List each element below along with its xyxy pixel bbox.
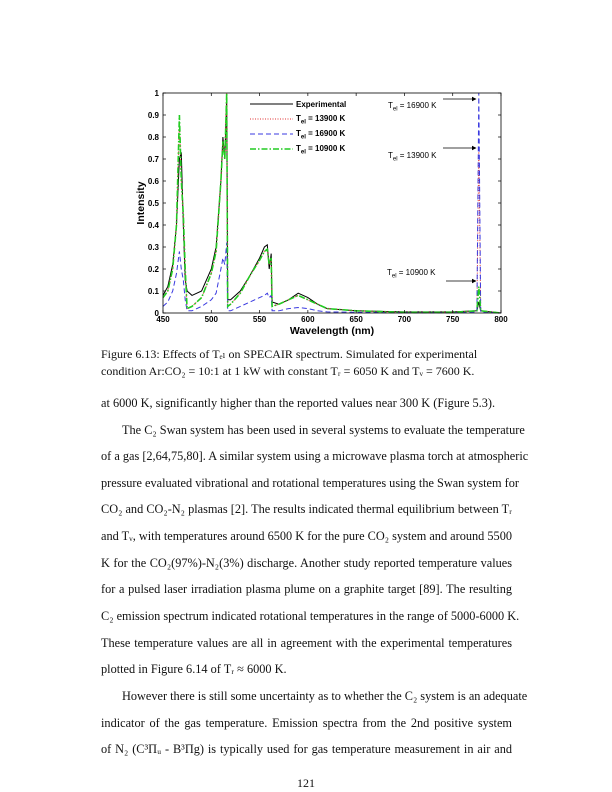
y-tick-label: 1 (155, 89, 160, 98)
body-line: K for the CO₂(97%)-N₂(3%) discharge. Ano… (101, 556, 512, 570)
body-line: CO₂ and CO₂-N₂ plasmas [2]. The results … (101, 502, 512, 516)
x-tick-label: 700 (398, 315, 412, 324)
y-tick-label: 0.5 (148, 199, 160, 208)
legend-label: Experimental (296, 100, 346, 109)
y-tick-label: 0.4 (148, 221, 160, 230)
x-tick-label: 600 (301, 315, 315, 324)
y-tick-label: 0.9 (148, 111, 160, 120)
body-line: The C₂ Swan system has been used in seve… (122, 423, 525, 437)
annotation-label: Tel = 13900 K (388, 151, 437, 163)
y-tick-label: 0.3 (148, 243, 160, 252)
x-tick-label: 500 (205, 315, 219, 324)
figure-caption-line: Figure 6.13: Effects of Tₑₗ on SPECAIR s… (101, 347, 478, 361)
figure-caption-line: condition Ar:CO₂ = 10:1 at 1 kW with con… (101, 364, 475, 378)
y-tick-label: 0.1 (148, 287, 160, 296)
body-line: and Tᵥ, with temperatures around 6500 K … (101, 529, 512, 543)
y-tick-label: 0 (155, 309, 160, 318)
body-line: pressure evaluated vibrational and rotat… (101, 476, 519, 490)
x-tick-label: 650 (349, 315, 363, 324)
body-line: These temperature values are all in agre… (101, 636, 512, 650)
body-line: of a gas [2,64,75,80]. A similar system … (101, 449, 529, 463)
x-tick-label: 800 (494, 315, 508, 324)
legend-label: Tel = 13900 K (296, 114, 345, 126)
series-line-13900k (162, 92, 502, 314)
y-tick-label: 0.6 (148, 177, 160, 186)
y-tick-label: 0.8 (148, 133, 160, 142)
y-tick-label: 0.7 (148, 155, 160, 164)
body-line: plotted in Figure 6.14 of Tᵣ ≈ 6000 K. (101, 662, 287, 676)
x-tick-label: 750 (446, 315, 460, 324)
y-tick-label: 0.2 (148, 265, 160, 274)
plot-frame (162, 92, 502, 314)
x-tick-label: 550 (253, 315, 267, 324)
legend-label: Tel = 16900 K (296, 129, 345, 141)
page-number: 121 (297, 776, 315, 790)
series-line-10900k (162, 92, 502, 314)
x-tick-label: 450 (156, 315, 170, 324)
annotation-label: Tel = 16900 K (388, 101, 437, 113)
body-line: for a pulsed laser irradiation plasma pl… (101, 582, 512, 596)
body-line: However there is still some uncertainty … (122, 689, 528, 703)
annotation-label: Tel = 10900 K (387, 268, 436, 280)
spectrum-chart: 450 500 550 600 650 700 750 800 0 0.1 0.2 0.3 0.4 0.5… (135, 89, 508, 337)
body-line: C₂ emission spectrum indicated rotationa… (101, 609, 520, 623)
x-axis-label: Wavelength (nm) (290, 325, 374, 337)
series-line-16900k (162, 92, 502, 314)
body-line: indicator of the gas temperature. Emissi… (101, 716, 512, 730)
body-line: of N₂ (C³Πᵤ - B³Πg) is typically used fo… (101, 742, 512, 756)
y-axis-label: Intensity (135, 181, 147, 224)
legend-label: Tel = 10900 K (296, 144, 345, 156)
body-line: at 6000 K, significantly higher than the… (101, 396, 496, 410)
